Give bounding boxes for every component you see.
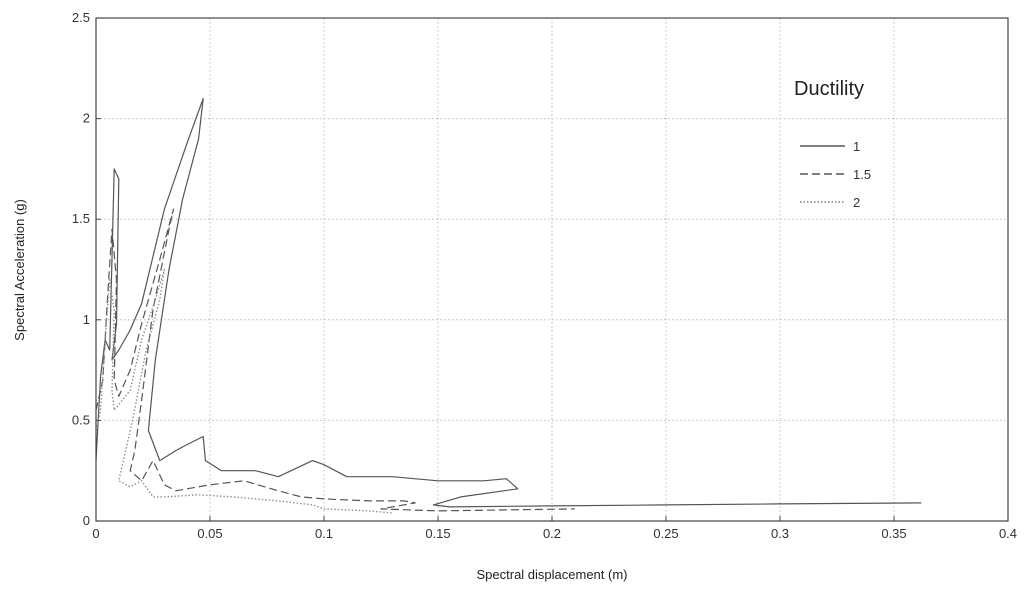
x-tick-label: 0.1 — [315, 526, 333, 541]
y-axis-label: Spectral Acceleration (g) — [12, 199, 27, 341]
y-tick-label: 2.5 — [72, 10, 90, 25]
legend: Ductility 11.52 — [794, 78, 871, 210]
y-tick-label: 1 — [83, 312, 90, 327]
legend-label-1: 1 — [853, 139, 860, 154]
tick-layer: 0 0.05 0.1 0.15 0.2 0.25 0.3 0.35 0.400.511.522.… — [72, 10, 1017, 541]
y-tick-label: 0.5 — [72, 412, 90, 427]
x-tick-label: 0 — [92, 526, 99, 541]
series-layer — [95, 97, 922, 514]
x-tick-label: 0.15 — [425, 526, 450, 541]
legend-label-3: 2 — [853, 195, 860, 210]
x-tick-label: 0.4 — [999, 526, 1017, 541]
y-tick-label: 1.5 — [72, 211, 90, 226]
plot-frame — [95, 17, 1009, 522]
legend-title: Ductility — [794, 78, 864, 100]
grid-layer — [96, 18, 1008, 521]
y-tick-label: 2 — [83, 111, 90, 126]
x-tick-label: 0.25 — [653, 526, 678, 541]
x-tick-label: 0.05 — [197, 526, 222, 541]
legend-items: 11.52 — [800, 139, 871, 210]
series-line-3 — [95, 268, 393, 514]
x-tick-label: 0.3 — [771, 526, 789, 541]
x-tick-label: 0.2 — [543, 526, 561, 541]
series-line-1 — [95, 97, 922, 508]
legend-label-2: 1.5 — [853, 167, 871, 182]
y-tick-label: 0 — [83, 513, 90, 528]
series-line-2 — [95, 208, 575, 512]
x-tick-label: 0.35 — [881, 526, 906, 541]
x-axis-label: Spectral displacement (m) — [477, 567, 628, 582]
